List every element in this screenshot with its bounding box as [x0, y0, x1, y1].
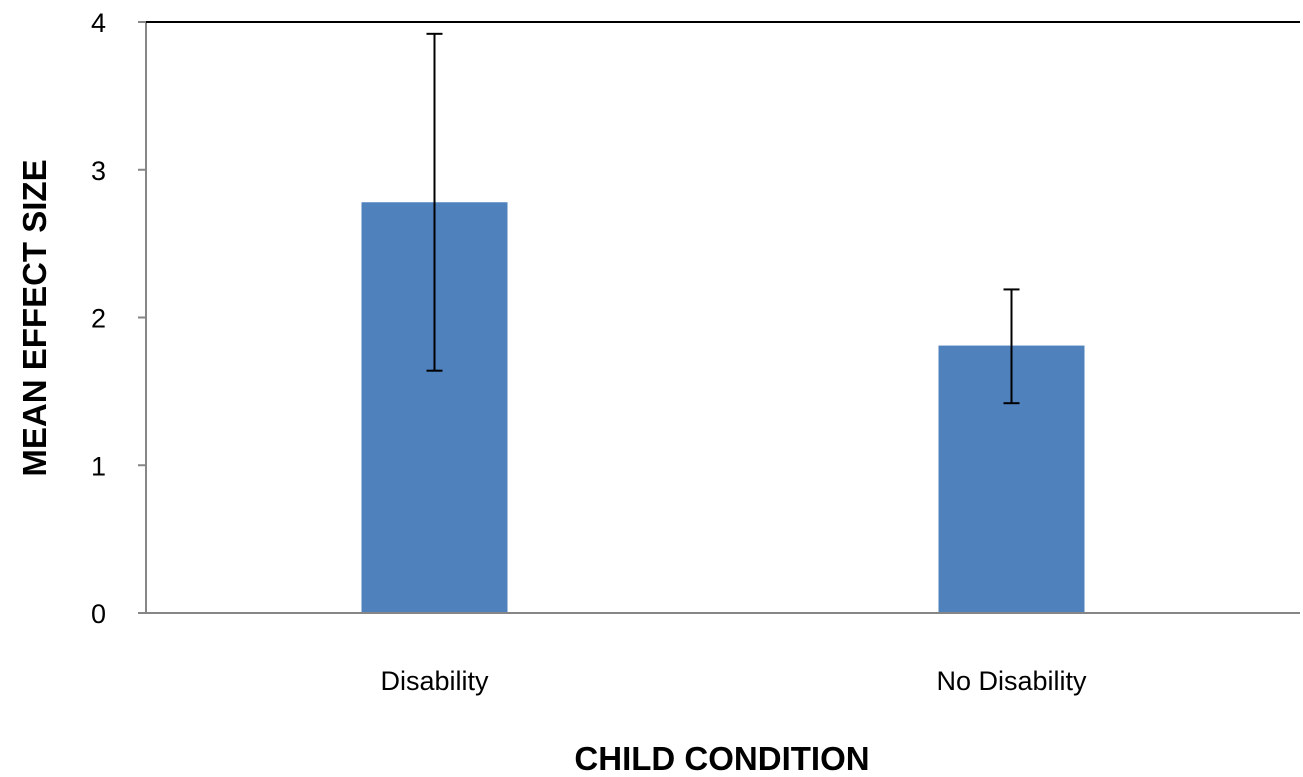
- category-label-2: No Disability: [936, 666, 1087, 696]
- y-tick-label-3: 3: [91, 156, 106, 186]
- x-axis-title: CHILD CONDITION: [574, 740, 869, 777]
- axes-layer: [145, 21, 1300, 614]
- y-tick-label-0: 0: [91, 599, 106, 629]
- y-tick-label-2: 2: [91, 304, 106, 334]
- y-ticks-layer: 0 1 2 3 4: [91, 8, 146, 629]
- bars-layer: [361, 202, 1085, 613]
- error-bars-layer: [426, 32, 1020, 405]
- y-axis-title: MEAN EFFECT SIZE: [16, 159, 53, 476]
- y-tick-label-1: 1: [91, 451, 106, 481]
- category-labels-layer: Disability No Disability: [380, 666, 1087, 696]
- category-label-1: Disability: [380, 666, 489, 696]
- y-tick-label-4: 4: [91, 8, 106, 38]
